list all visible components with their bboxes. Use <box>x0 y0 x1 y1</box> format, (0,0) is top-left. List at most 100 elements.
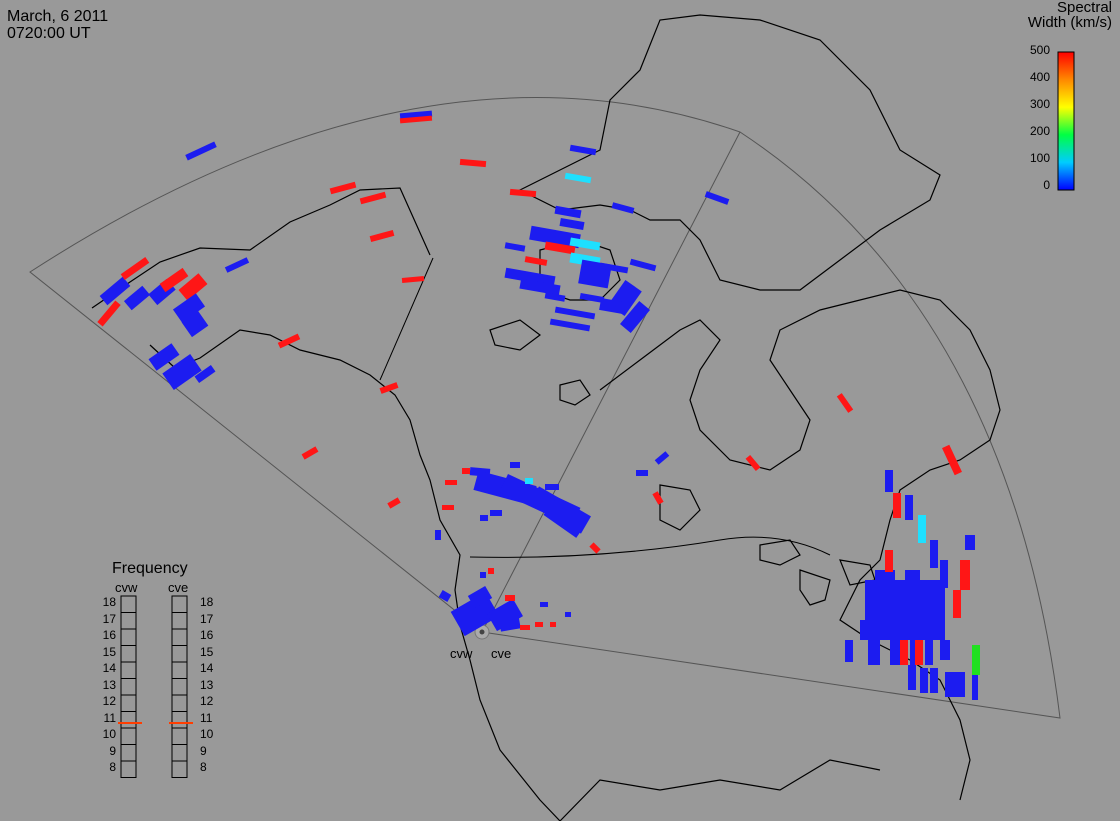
colorbar-tick: 300 <box>1029 97 1050 111</box>
echo-cells <box>97 110 980 700</box>
frequency-tick-right: 16 <box>200 628 214 642</box>
frequency-cell <box>120 711 137 729</box>
frequency-tick-left: 10 <box>102 727 116 741</box>
echo-cell <box>636 470 648 476</box>
colorbar-title: Spectral Width (km/s) <box>1027 0 1112 31</box>
frequency-title: Frequency <box>112 560 188 577</box>
echo-cell <box>654 451 670 465</box>
frequency-tick-right: 9 <box>200 743 207 758</box>
echo-cell <box>277 333 301 349</box>
echo-cell <box>629 258 657 272</box>
colorbar-tick: 200 <box>1029 124 1050 138</box>
frequency-tick-right: 12 <box>200 694 214 708</box>
echo-cell <box>480 572 486 578</box>
frequency-tick-right: 13 <box>200 677 214 692</box>
echo-cell <box>599 298 625 314</box>
echo-cell <box>488 568 494 574</box>
echo-cell <box>893 493 901 518</box>
echo-cell <box>845 640 853 662</box>
frequency-tick-right: 10 <box>200 727 214 741</box>
echo-cell <box>589 542 601 554</box>
frequency-tick-left: 12 <box>102 694 116 708</box>
echo-cell <box>875 570 895 580</box>
boundaries <box>379 257 831 558</box>
echo-cell <box>890 640 900 665</box>
echo-cell <box>172 293 206 323</box>
echo-cell <box>972 645 980 675</box>
echo-cell <box>519 278 561 296</box>
echo-cell <box>940 560 948 588</box>
frequency-tick-left: 8 <box>109 760 116 774</box>
echo-cell <box>885 470 893 492</box>
echo-cell <box>369 229 395 243</box>
time-label: 0720:00 UT <box>7 25 91 42</box>
echo-cell <box>181 310 209 338</box>
echo-cell <box>520 625 530 630</box>
echo-cell <box>554 205 582 219</box>
echo-cell <box>224 257 250 273</box>
echo-cell <box>619 301 651 333</box>
colorbar-tick: 0 <box>1043 178 1050 192</box>
echo-cell <box>490 510 502 516</box>
echo-cell <box>652 491 664 505</box>
echo-cell <box>387 497 401 509</box>
echo-cell <box>510 462 520 468</box>
frequency-tick-right: 14 <box>200 661 214 675</box>
echo-cell <box>97 300 121 327</box>
echo-cell <box>945 672 965 697</box>
echo-cell <box>745 454 761 472</box>
echo-cell <box>549 318 591 332</box>
echo-cell <box>900 640 908 665</box>
frequency-tick-right: 15 <box>200 644 214 659</box>
echo-cell <box>865 580 945 640</box>
echo-cell <box>159 267 189 293</box>
radar-label-cve: cve <box>491 646 512 661</box>
frequency-tick-right: 18 <box>200 595 214 609</box>
echo-cell <box>960 560 970 590</box>
echo-cell <box>544 241 576 255</box>
echo-cell <box>480 515 488 521</box>
frequency-cell <box>120 645 137 663</box>
echo-cell <box>836 393 854 413</box>
echo-cell <box>599 262 629 274</box>
echo-cell <box>162 354 202 390</box>
echo-cell <box>579 292 605 304</box>
frequency-tick-left: 11 <box>103 710 116 725</box>
frequency-tick-left: 15 <box>102 644 116 659</box>
date-time-label: March, 6 2011 0720:00 UT <box>7 8 108 42</box>
echo-cell <box>148 343 180 371</box>
frequency-cell <box>171 744 188 762</box>
echo-cell <box>185 141 217 161</box>
echo-cell <box>301 446 319 460</box>
frequency-cell <box>171 678 188 696</box>
frequency-cell <box>171 645 188 663</box>
echo-cell <box>459 158 487 168</box>
frequency-tick-left: 14 <box>102 661 116 675</box>
echo-cell <box>442 505 454 510</box>
echo-cell <box>99 276 131 306</box>
echo-cell <box>329 181 357 195</box>
echo-cell <box>965 535 975 550</box>
echo-cell <box>558 515 582 535</box>
freq-column-label-cve: cve <box>168 580 189 595</box>
date-label: March, 6 2011 <box>7 8 109 25</box>
freq-column-label-cvw: cvw <box>115 580 138 595</box>
echo-cell <box>487 598 523 632</box>
frequency-tick-right: 8 <box>200 760 207 774</box>
echo-cell <box>399 115 433 124</box>
echo-cell <box>178 273 208 301</box>
frequency-cell <box>120 760 137 778</box>
echo-cell <box>885 550 893 572</box>
echo-cell <box>920 668 928 693</box>
echo-cell <box>704 191 730 205</box>
echo-cell <box>972 675 978 700</box>
echo-cell <box>120 257 150 280</box>
echo-cell <box>918 515 926 543</box>
frequency-cell <box>171 661 188 679</box>
frequency-cell <box>120 661 137 679</box>
colorbar-tick: 500 <box>1029 43 1050 57</box>
frequency-cell <box>171 612 188 630</box>
echo-cell <box>868 640 880 665</box>
echo-cell <box>860 620 870 640</box>
